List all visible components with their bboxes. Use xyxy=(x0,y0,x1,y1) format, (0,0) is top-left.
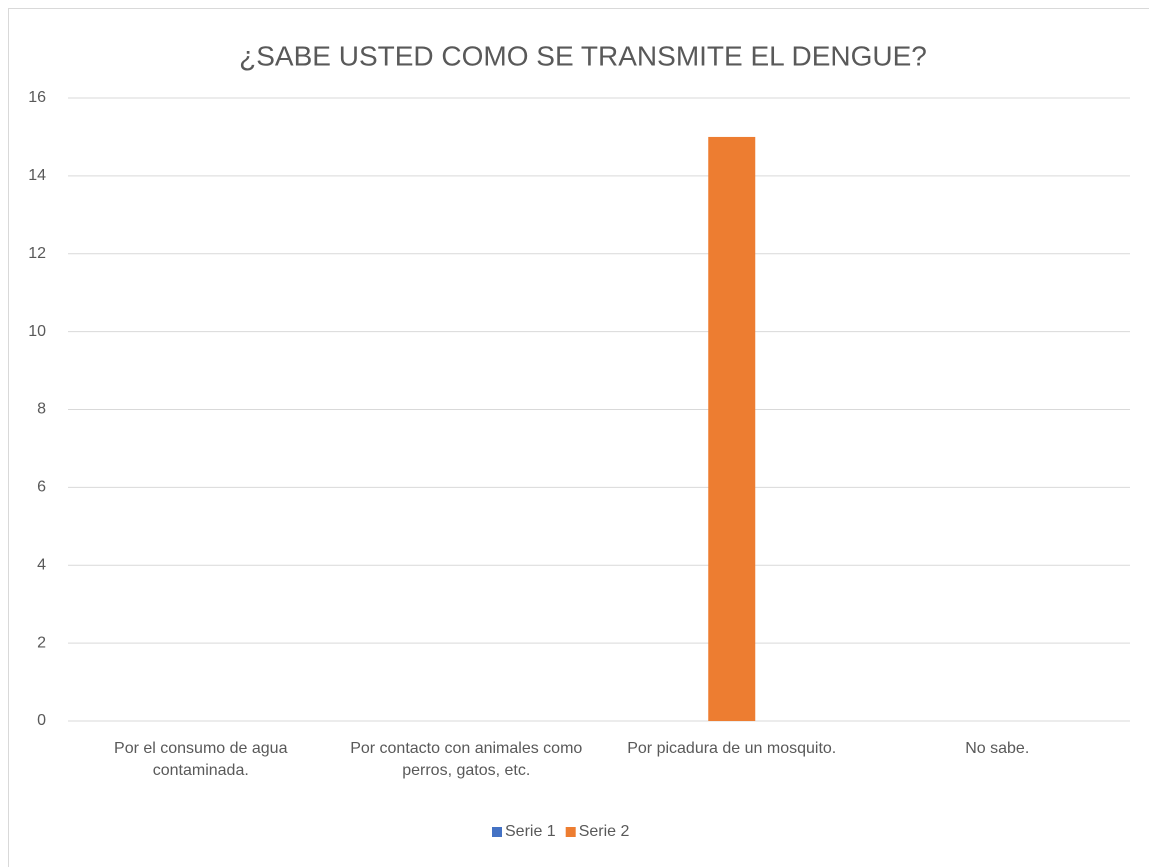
x-tick-label: No sabe. xyxy=(965,740,1030,757)
y-tick-label: 0 xyxy=(37,712,46,729)
y-tick-label: 16 xyxy=(28,89,46,106)
y-tick-label: 12 xyxy=(28,245,46,262)
chart-border xyxy=(8,8,1149,867)
y-tick-label: 4 xyxy=(37,556,46,573)
legend-label: Serie 2 xyxy=(579,823,630,840)
y-tick-label: 14 xyxy=(28,167,46,184)
y-tick-label: 2 xyxy=(37,634,46,651)
legend-swatch xyxy=(565,827,576,837)
y-tick-label: 8 xyxy=(37,401,46,418)
x-tick-label: Por picadura de un mosquito. xyxy=(627,740,837,757)
legend-label: Serie 1 xyxy=(505,823,556,840)
y-tick-label: 10 xyxy=(28,323,46,340)
x-tick-label: Por el consumo de agua contaminada. xyxy=(114,740,288,779)
bar xyxy=(708,136,756,721)
y-tick-label: 6 xyxy=(37,479,46,496)
legend-swatch xyxy=(492,827,502,837)
x-tick-label: Por contacto con animales como perros, g… xyxy=(350,740,583,779)
chart-title: ¿SABE USTED COMO SE TRANSMITE EL DENGUE? xyxy=(239,40,927,71)
